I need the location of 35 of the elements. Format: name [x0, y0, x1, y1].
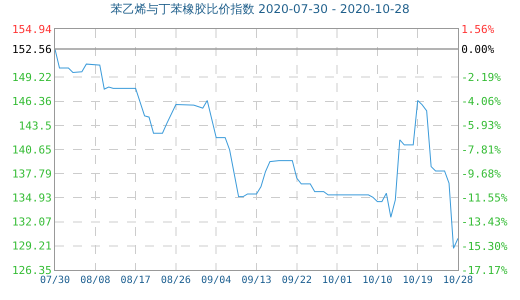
- y2-tick-label: -15.30%: [461, 240, 508, 253]
- x-tick-label: 10/01: [322, 275, 352, 286]
- x-tick-label: 08/26: [160, 275, 191, 286]
- y-tick-label: 134.93: [12, 192, 52, 205]
- y2-tick-label: -7.81%: [461, 143, 502, 156]
- y-tick-label: 126.35: [12, 264, 52, 277]
- x-tick-label: 09/22: [282, 275, 312, 286]
- y2-tick-label: -11.55%: [461, 192, 508, 205]
- x-tick-label: 08/08: [80, 275, 110, 286]
- x-tick-label: 10/10: [362, 275, 392, 286]
- y-tick-label: 140.65: [12, 143, 52, 156]
- y-tick-label: 146.36: [12, 95, 52, 108]
- x-tick-label: 10/19: [402, 275, 433, 286]
- y-tick-label: 149.22: [12, 71, 52, 84]
- x-tick-label: 10/28: [442, 275, 474, 286]
- x-tick-label: 08/17: [120, 275, 151, 286]
- x-tick-label: 09/04: [201, 275, 232, 286]
- y2-tick-label: -17.17%: [461, 264, 508, 277]
- y2-tick-label: -2.19%: [461, 71, 502, 84]
- y-tick-label: 132.07: [12, 216, 52, 229]
- y2-tick-label: -9.68%: [461, 167, 502, 180]
- y-tick-label: 154.94: [12, 22, 52, 36]
- x-tick-label: 09/13: [241, 275, 272, 286]
- y2-tick-label: 0.00%: [461, 42, 495, 56]
- y2-tick-label: 1.56%: [461, 22, 495, 36]
- y-tick-label: 129.21: [12, 240, 52, 253]
- x-tick-label: 07/30: [40, 275, 70, 286]
- y-tick-label: 137.79: [12, 167, 52, 180]
- y2-tick-label: -4.06%: [461, 95, 502, 108]
- y-tick-label: 152.56: [12, 42, 52, 56]
- y2-tick-label: -5.93%: [461, 119, 502, 132]
- chart-title: 苯乙烯与丁苯橡胶比价指数 2020-07-30 - 2020-10-28: [110, 2, 410, 16]
- y-tick-label: 143.5: [18, 119, 52, 132]
- y2-tick-label: -13.43%: [461, 216, 508, 229]
- line-series: [55, 48, 458, 249]
